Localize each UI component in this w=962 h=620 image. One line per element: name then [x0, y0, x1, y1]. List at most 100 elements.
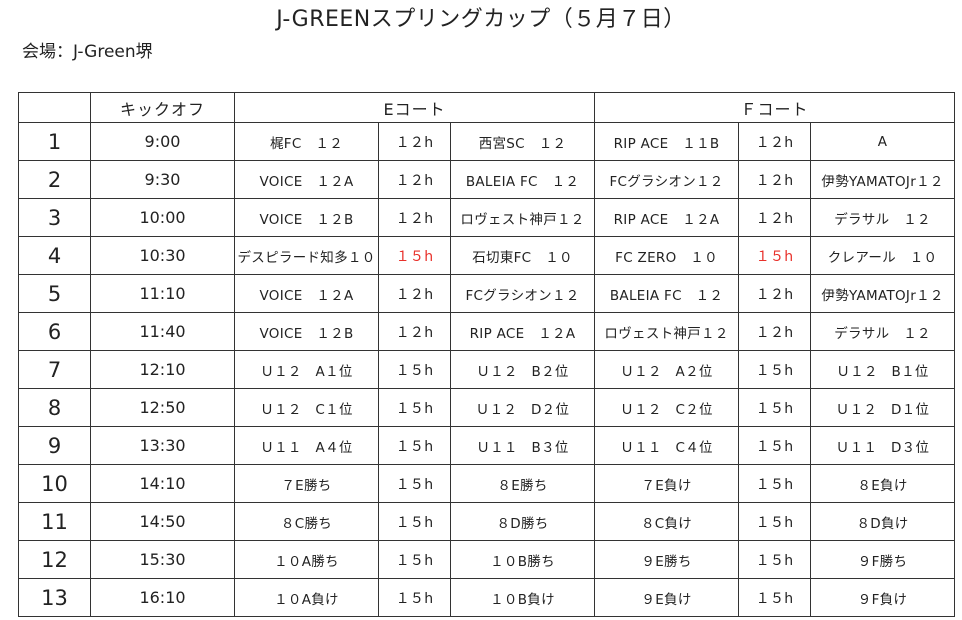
table-row: 4 10:30 デスピラード知多１０ １５h 石切東FC １０ FC ZERO １０ １５h…: [18, 236, 956, 275]
match-number: 8: [18, 388, 91, 427]
court-f-away-team: Ｕ１１ D３位: [810, 426, 956, 465]
header-corner-cell: [18, 92, 91, 123]
table-row: 10 14:10 ７E勝ち １５h ８E勝ち ７E負け １５h ８E負け: [18, 464, 956, 503]
kickoff-time: 10:30: [90, 236, 235, 275]
table-header-row: キックオフ Eコート Ｆコート: [18, 92, 956, 123]
kickoff-time: 9:30: [90, 160, 235, 199]
header-court-f: Ｆコート: [594, 92, 956, 123]
court-e-match-length: １５h: [378, 502, 451, 541]
court-e-match-length: １２h: [378, 160, 451, 199]
court-f-home-team: ロヴェスト神戸１２: [594, 312, 740, 351]
court-e-home-team: ７E勝ち: [234, 464, 379, 503]
court-f-match-length: １５h: [738, 540, 812, 579]
court-e-away-team: ８E勝ち: [449, 464, 596, 503]
court-f-match-length: １２h: [738, 122, 812, 161]
court-f-home-team: ９E勝ち: [594, 540, 740, 579]
court-e-home-team: Ｕ１２ C１位: [234, 388, 379, 427]
court-f-match-length: １５h: [738, 426, 812, 465]
court-f-home-team: BALEIA FC １２: [594, 274, 740, 313]
court-e-home-team: Ｕ１１ A４位: [234, 426, 379, 465]
court-f-away-team: ８D負け: [810, 502, 956, 541]
court-f-away-team: ９F負け: [810, 578, 956, 617]
court-e-away-team: FCグラシオン１２: [449, 274, 596, 313]
court-f-match-length: １５h: [738, 350, 812, 389]
court-e-match-length: １５h: [378, 578, 451, 617]
venue-label: 会場：J-Green堺: [22, 42, 153, 62]
court-f-home-team: FCグラシオン１２: [594, 160, 740, 199]
kickoff-time: 11:10: [90, 274, 235, 313]
table-row: 1 9:00 梶FC １２ １２h 西宮SC １２ RIP ACE １１B １２h A: [18, 122, 956, 161]
court-f-home-team: RIP ACE １１B: [594, 122, 740, 161]
court-e-home-team: VOICE １２A: [234, 160, 379, 199]
table-row: 8 12:50 Ｕ１２ C１位 １５h Ｕ１２ D２位 Ｕ１２ C２位 １５h Ｕ１２ D１位: [18, 388, 956, 427]
table-row: 13 16:10 １０A負け １５h １０B負け ９E負け １５h ９F負け: [18, 578, 956, 617]
court-e-match-length: １５h: [378, 464, 451, 503]
court-f-match-length: １５h: [738, 578, 812, 617]
court-e-away-team: 石切東FC １０: [449, 236, 596, 275]
court-f-away-team: デラサル １２: [810, 312, 956, 351]
court-f-away-team: ８E負け: [810, 464, 956, 503]
table-row: 6 11:40 VOICE １２B １２h RIP ACE １２A ロヴェスト神戸１２ １２…: [18, 312, 956, 351]
table-row: 9 13:30 Ｕ１１ A４位 １５h Ｕ１１ B３位 Ｕ１１ C４位 １５h Ｕ１１ D３位: [18, 426, 956, 465]
table-row: 12 15:30 １０A勝ち １５h １０B勝ち ９E勝ち １５h ９F勝ち: [18, 540, 956, 579]
match-number: 13: [18, 578, 91, 617]
table-row: 11 14:50 ８C勝ち １５h ８D勝ち ８C負け １５h ８D負け: [18, 502, 956, 541]
court-e-home-team: 梶FC １２: [234, 122, 379, 161]
court-e-home-team: デスピラード知多１０: [234, 236, 379, 275]
court-f-away-team: Ｕ１２ D１位: [810, 388, 956, 427]
kickoff-time: 10:00: [90, 198, 235, 237]
kickoff-time: 14:10: [90, 464, 235, 503]
match-number: 1: [18, 122, 91, 161]
court-e-away-team: １０B勝ち: [449, 540, 596, 579]
court-e-away-team: １０B負け: [449, 578, 596, 617]
court-e-home-team: １０A負け: [234, 578, 379, 617]
header-kickoff: キックオフ: [90, 92, 235, 123]
header-court-e: Eコート: [233, 92, 596, 123]
court-e-away-team: 西宮SC １２: [449, 122, 596, 161]
court-f-home-team: Ｕ１２ A２位: [594, 350, 740, 389]
match-number: 2: [18, 160, 91, 199]
court-e-match-length: １２h: [378, 274, 451, 313]
court-f-away-team: デラサル １２: [810, 198, 956, 237]
kickoff-time: 9:00: [90, 122, 235, 161]
court-e-away-team: ロヴェスト神戸１２: [449, 198, 596, 237]
court-f-match-length: １２h: [738, 312, 812, 351]
court-f-home-team: RIP ACE １２A: [594, 198, 740, 237]
match-number: 6: [18, 312, 91, 351]
court-f-match-length: １５h: [738, 464, 812, 503]
court-e-home-team: VOICE １２A: [234, 274, 379, 313]
court-f-home-team: ７E負け: [594, 464, 740, 503]
kickoff-time: 12:50: [90, 388, 235, 427]
court-f-home-team: FC ZERO １０: [594, 236, 740, 275]
court-e-match-length: １５h: [378, 350, 451, 389]
court-e-home-team: ８C勝ち: [234, 502, 379, 541]
court-e-away-team: ８D勝ち: [449, 502, 596, 541]
kickoff-time: 16:10: [90, 578, 235, 617]
court-e-match-length: １５h: [378, 540, 451, 579]
court-f-away-team: 伊勢YAMATOJr１２: [810, 160, 956, 199]
match-number: 10: [18, 464, 91, 503]
court-e-match-length: １５h: [378, 426, 451, 465]
schedule-table: キックオフ Eコート Ｆコート 1 9:00 梶FC １２ １２h 西宮SC １２ RIP…: [18, 92, 956, 617]
court-f-home-team: ８C負け: [594, 502, 740, 541]
page-title: J-GREENスプリングカップ（５月７日）: [276, 7, 686, 32]
court-f-away-team: Ｕ１２ B１位: [810, 350, 956, 389]
court-f-match-length: １２h: [738, 274, 812, 313]
match-number: 12: [18, 540, 91, 579]
table-row: 7 12:10 Ｕ１２ A１位 １５h Ｕ１２ B２位 Ｕ１２ A２位 １５h Ｕ１２ B１位: [18, 350, 956, 389]
match-number: 3: [18, 198, 91, 237]
court-f-away-team: 伊勢YAMATOJr１２: [810, 274, 956, 313]
court-e-away-team: Ｕ１１ B３位: [449, 426, 596, 465]
court-e-home-team: VOICE １２B: [234, 198, 379, 237]
kickoff-time: 11:40: [90, 312, 235, 351]
match-number: 7: [18, 350, 91, 389]
table-row: 2 9:30 VOICE １２A １２h BALEIA FC １２ FCグラシオン１２ １２…: [18, 160, 956, 199]
court-e-away-team: Ｕ１２ B２位: [449, 350, 596, 389]
table-row: 5 11:10 VOICE １２A １２h FCグラシオン１２ BALEIA FC １２ １…: [18, 274, 956, 313]
court-f-match-length: １２h: [738, 160, 812, 199]
court-e-away-team: Ｕ１２ D２位: [449, 388, 596, 427]
court-e-away-team: RIP ACE １２A: [449, 312, 596, 351]
court-e-match-length: １２h: [378, 198, 451, 237]
court-e-away-team: BALEIA FC １２: [449, 160, 596, 199]
court-e-match-length: １５h: [378, 388, 451, 427]
